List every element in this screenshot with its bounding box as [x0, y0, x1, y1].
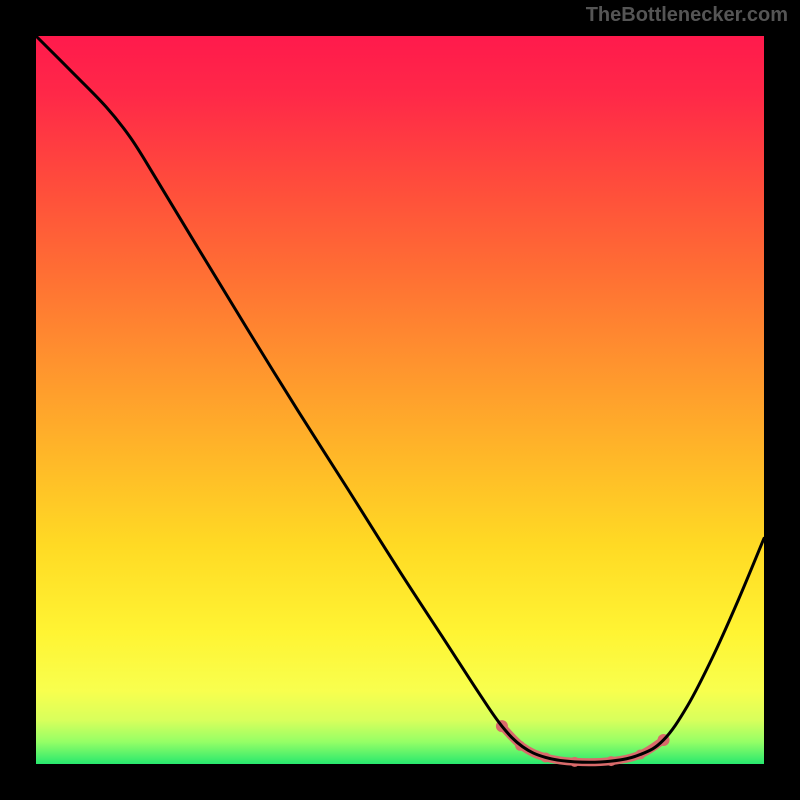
- watermark-text: TheBottlenecker.com: [586, 4, 788, 27]
- chart-svg: [0, 0, 800, 800]
- chart-root: TheBottlenecker.com: [0, 0, 800, 800]
- plot-background: [36, 36, 764, 764]
